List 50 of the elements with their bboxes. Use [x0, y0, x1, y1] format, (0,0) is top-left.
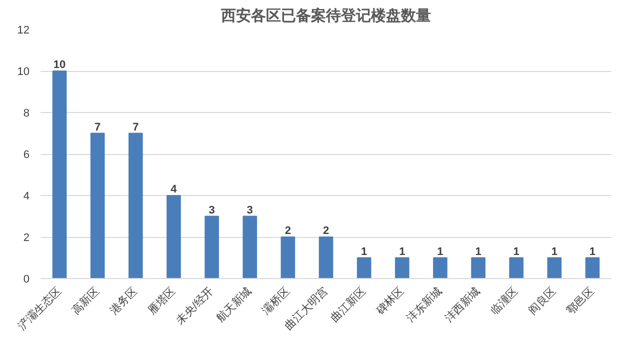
- data-label: 3: [246, 204, 253, 216]
- bar: [166, 195, 181, 278]
- data-label: 1: [437, 246, 444, 258]
- bar: [204, 216, 219, 278]
- y-tick-label: 12: [17, 24, 30, 36]
- y-tick-label: 8: [23, 108, 30, 120]
- x-tick-label: 阎良区: [526, 284, 559, 318]
- y-tick-label: 2: [23, 232, 30, 244]
- x-tick-label: 临潼区: [488, 284, 521, 318]
- data-label: 7: [132, 121, 139, 134]
- bar: [280, 236, 296, 278]
- data-label: 7: [94, 121, 101, 134]
- x-tick-label: 沣东新城: [404, 284, 444, 325]
- y-tick-label: 0: [23, 274, 30, 286]
- x-tick-label: 灞桥区: [260, 284, 292, 318]
- bar: [471, 257, 486, 278]
- y-tick-label: 10: [17, 66, 30, 78]
- bar: [394, 257, 410, 278]
- data-label: 1: [551, 246, 558, 258]
- y-tick-label: 4: [23, 190, 30, 202]
- data-label: 1: [361, 246, 368, 258]
- bar: [547, 257, 562, 278]
- chart-title: 西安各区已备案待登记楼盘数量: [220, 6, 431, 24]
- data-label: 3: [208, 204, 215, 216]
- x-tick-label: 高新区: [69, 284, 102, 318]
- data-label: 4: [170, 184, 178, 196]
- bar: [509, 257, 524, 278]
- x-tick-label: 碑林区: [373, 284, 406, 318]
- x-tick-label: 航天新城: [214, 284, 254, 325]
- bar: [52, 70, 67, 278]
- bar: [128, 132, 143, 278]
- data-label: 1: [475, 246, 482, 258]
- x-tick-label: 浐灞生态区: [16, 284, 64, 333]
- bar: [356, 257, 372, 278]
- x-tick-label: 鄠邑区: [564, 285, 597, 318]
- x-tick-label: 港务区: [107, 284, 140, 318]
- data-label: 2: [284, 225, 291, 237]
- bar: [242, 216, 258, 278]
- data-label: 1: [589, 246, 596, 258]
- bar: [90, 132, 105, 278]
- data-label: 2: [322, 225, 330, 237]
- bar: [433, 257, 448, 278]
- data-label: 1: [513, 246, 520, 258]
- bar: [585, 257, 600, 278]
- x-tick-label: 曲江新区: [328, 284, 368, 325]
- bar: [318, 236, 334, 278]
- x-tick-label: 沣西新城: [442, 284, 483, 325]
- y-tick-label: 6: [23, 149, 30, 161]
- data-label: 1: [399, 246, 406, 258]
- data-label: 10: [53, 59, 66, 71]
